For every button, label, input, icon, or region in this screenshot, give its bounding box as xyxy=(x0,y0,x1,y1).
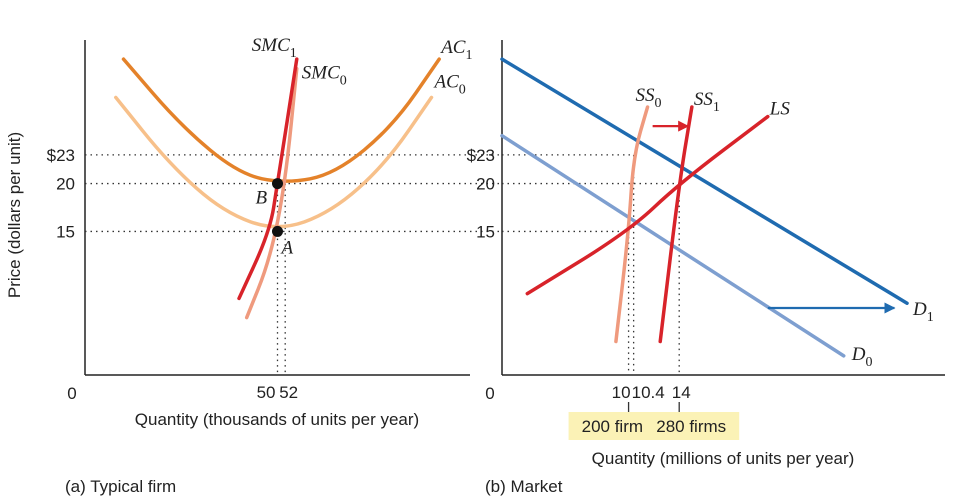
panel-a-origin: 0 xyxy=(67,384,76,403)
curve-smc1 xyxy=(237,57,299,301)
y-axis-label: Price (dollars per unit) xyxy=(5,132,24,298)
panel-a-y-tick-label: $23 xyxy=(47,146,75,165)
panel-b-x-tick-label: 14 xyxy=(672,383,691,402)
label-smc0: SMC0 xyxy=(302,63,347,89)
label-smc1: SMC1 xyxy=(252,35,297,61)
firm-count-box xyxy=(643,412,740,440)
label-ac1: AC1 xyxy=(439,37,472,63)
panel-a-x-label: Quantity (thousands of units per year) xyxy=(135,410,419,429)
panel-b-x-tick-label: 10.4 xyxy=(632,383,665,402)
panel-b-y-tick-label: 20 xyxy=(476,175,495,194)
panel-a-caption: (a) Typical firm xyxy=(65,477,176,496)
panel-a-y-tick-label: 15 xyxy=(56,222,75,241)
label-ac0: AC0 xyxy=(433,71,466,97)
curve-smc0 xyxy=(244,66,299,320)
firm-count-label: 200 firms xyxy=(582,417,652,436)
point-label-a: A xyxy=(280,237,294,258)
panel-b-x-tick-label: 10 xyxy=(612,383,631,402)
label-ss1: SS1 xyxy=(694,89,720,115)
label-ss0: SS0 xyxy=(636,85,662,111)
panel-a-x-tick-label: 50 xyxy=(257,383,276,402)
panel-b-y-tick-label: 15 xyxy=(476,222,495,241)
panel-a-y-tick-label: 20 xyxy=(56,175,75,194)
curve-ss0 xyxy=(614,105,650,344)
firm-count-label: 280 firms xyxy=(656,417,726,436)
curve-d1 xyxy=(500,57,909,305)
point-a xyxy=(272,225,283,237)
label-d0: D0 xyxy=(851,344,873,370)
label-d1: D1 xyxy=(912,299,934,325)
panel-b-origin: 0 xyxy=(485,384,494,403)
panel-b-y-tick-label: $23 xyxy=(467,146,495,165)
panel-a-x-tick-label: 52 xyxy=(279,383,298,402)
panel-typical-firm: 0 Quantity (thousands of units per year)… xyxy=(47,35,502,496)
label-ls: LS xyxy=(769,99,791,120)
panel-market: 0 Quantity (millions of units per year) … xyxy=(467,40,945,496)
point-b xyxy=(272,178,283,190)
point-label-b: B xyxy=(256,188,268,209)
curve-ss1 xyxy=(658,105,694,344)
panel-b-x-label: Quantity (millions of units per year) xyxy=(592,449,855,468)
curve-ls xyxy=(525,114,770,296)
panel-b-caption: (b) Market xyxy=(485,477,563,496)
